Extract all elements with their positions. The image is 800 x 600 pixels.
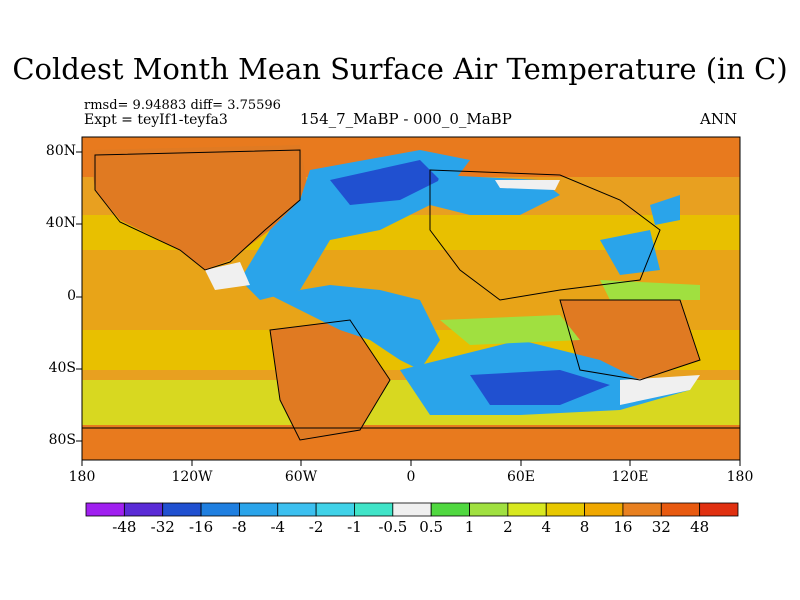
rmsd-diff-text: rmsd= 9.94883 diff= 3.75596 (84, 98, 281, 113)
y-tick-label: 0 (67, 288, 76, 304)
colorbar-swatch (239, 502, 279, 517)
colorbar-swatch (200, 502, 240, 517)
zero-fringe-south (620, 375, 700, 405)
x-tick-label: 120W (171, 469, 213, 485)
deep-cold-north (330, 160, 440, 205)
y-tick-label: 40S (48, 360, 76, 376)
colorbar-swatch (545, 502, 585, 517)
colorbar-label: 48 (690, 518, 710, 536)
deep-cold-south (470, 370, 610, 405)
colorbar-label: -8 (232, 518, 247, 536)
y-tick-label: 80S (48, 432, 76, 448)
land-south-west (270, 320, 390, 440)
y-tick-label: 40N (45, 215, 76, 231)
colorbar-label: 4 (541, 518, 551, 536)
colorbar-label: 8 (579, 518, 590, 536)
y-ticks (76, 151, 82, 442)
cold-region-east (600, 230, 660, 275)
colorbar-label: -2 (308, 518, 324, 536)
x-tick-label: 60E (506, 469, 536, 485)
colorbar-label: 0.5 (419, 518, 444, 536)
coastline-4 (559, 299, 701, 381)
coastline-2 (269, 319, 391, 441)
coastline-3 (429, 169, 661, 301)
antarctic-band (82, 425, 740, 460)
colorbar-label: -16 (188, 518, 214, 536)
green-patch-tropical (440, 315, 580, 345)
map-field (82, 137, 740, 460)
colorbar-swatch (507, 502, 547, 517)
colorbar-label: -1 (347, 518, 362, 536)
green-patch-east (600, 280, 700, 300)
x-tick-label: 60W (284, 469, 318, 485)
colorbar-swatch (392, 502, 432, 517)
colorbar-swatch (123, 502, 164, 517)
colorbar-label: -48 (112, 518, 137, 536)
experiment-text: Expt = teyIf1-teyfa3 (84, 112, 228, 128)
season-text: ANN (700, 110, 738, 128)
x-ticks (81, 460, 741, 466)
colorbar (85, 502, 739, 517)
colorbar-swatch (584, 502, 624, 517)
zero-fringe-west (205, 262, 250, 290)
colorbar-label: -0.5 (378, 518, 408, 536)
x-tick-label: 120E (611, 469, 649, 485)
comparison-text: 154_7_MaBP - 000_0_MaBP (300, 110, 512, 128)
x-tick-label: 180 (726, 469, 754, 485)
colorbar-swatch (315, 502, 355, 517)
colorbar-label: -4 (270, 518, 286, 536)
x-tick-label: 0 (406, 469, 416, 485)
colorbar-swatch (277, 502, 317, 517)
colorbar-label: 2 (503, 518, 513, 536)
colorbar-label: 32 (651, 518, 671, 536)
map-title: Coldest Month Mean Surface Air Temperatu… (12, 52, 788, 86)
colorbar-label: -32 (150, 518, 175, 536)
x-tick-label: 180 (68, 469, 96, 485)
colorbar-label: 1 (464, 518, 475, 536)
colorbar-swatch (430, 502, 470, 517)
colorbar-swatch (622, 502, 662, 517)
coastline-1 (94, 149, 301, 271)
colorbar-swatch (660, 502, 701, 517)
cold-region-far-east (650, 195, 680, 225)
colorbar-swatch (162, 502, 202, 517)
colorbar-label: 16 (613, 518, 633, 536)
colorbar-swatch (699, 502, 739, 517)
colorbar-swatch (354, 502, 394, 517)
colorbar-swatch (469, 502, 509, 517)
colorbar-swatch (85, 502, 125, 517)
y-tick-label: 80N (45, 143, 76, 159)
zero-fringe-north (495, 180, 560, 190)
